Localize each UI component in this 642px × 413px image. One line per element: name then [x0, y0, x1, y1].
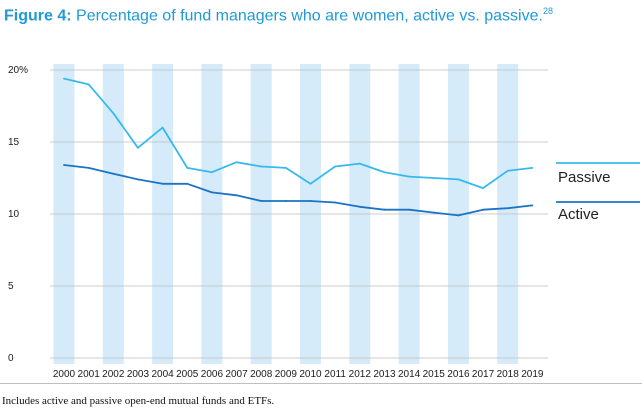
legend-label-active: Active — [558, 206, 599, 223]
title-text: Percentage of fund managers who are wome… — [76, 7, 543, 25]
x-tick-label: 2008 — [250, 369, 273, 380]
data-point — [457, 178, 460, 181]
data-point — [408, 208, 410, 211]
data-point — [432, 211, 435, 214]
data-point — [506, 207, 509, 210]
divider — [0, 383, 642, 384]
data-point — [383, 171, 386, 174]
data-point — [87, 167, 90, 169]
data-point — [186, 182, 189, 185]
data-point — [334, 201, 337, 204]
series-active — [63, 164, 534, 217]
x-tick-label: 2011 — [324, 369, 346, 380]
data-point — [482, 208, 484, 211]
x-tick-label: 2001 — [78, 369, 101, 380]
x-tick-label: 2002 — [102, 369, 125, 380]
series-line-passive — [63, 77, 533, 190]
data-point — [284, 167, 287, 169]
series-line-active — [63, 164, 533, 217]
data-point — [260, 165, 263, 168]
data-point — [211, 171, 213, 174]
x-tick-label: 2009 — [275, 369, 298, 380]
x-tick-label: 2007 — [225, 369, 248, 380]
data-point — [482, 187, 484, 189]
chart-title: Figure 4: Percentage of fund managers wh… — [4, 6, 553, 25]
x-axis: 2000 2001 2002 2003 2004 2005 2006 2007 2008 2009… — [53, 369, 544, 380]
data-point — [235, 161, 238, 164]
series-passive — [63, 77, 534, 190]
data-point — [309, 200, 312, 202]
data-point — [383, 208, 386, 211]
y-tick-label: 5 — [8, 281, 14, 292]
data-point — [235, 194, 238, 197]
data-point — [112, 112, 115, 115]
data-point — [87, 83, 90, 86]
data-point — [408, 175, 410, 178]
y-tick-label: 15 — [8, 137, 20, 148]
data-point — [63, 164, 65, 166]
data-point — [161, 182, 164, 185]
data-point — [63, 77, 65, 80]
x-tick-label: 2010 — [299, 369, 322, 380]
data-point — [457, 214, 460, 217]
x-tick-label: 2004 — [151, 369, 174, 380]
data-point — [284, 200, 287, 202]
footnote: Includes active and passive open-end mut… — [2, 395, 275, 407]
data-point — [137, 146, 139, 149]
x-tick-label: 2017 — [472, 369, 495, 380]
data-point — [137, 178, 139, 181]
footnote-reference: 28 — [542, 6, 553, 16]
data-point — [211, 191, 213, 194]
x-tick-label: 2006 — [201, 369, 224, 380]
x-tick-label: 2003 — [127, 369, 150, 380]
x-tick-label: 2005 — [176, 369, 199, 380]
data-point — [334, 165, 337, 168]
x-tick-label: 2012 — [349, 369, 372, 380]
figure-number: Figure 4: — [4, 7, 72, 25]
legend-label-passive: Passive — [558, 169, 611, 186]
x-tick-label: 2019 — [521, 369, 544, 380]
gridlines — [50, 69, 548, 359]
y-tick-label: 0 — [8, 353, 14, 364]
data-point — [112, 172, 115, 175]
data-point — [506, 169, 509, 172]
legend: Passive Active — [556, 162, 640, 223]
data-point — [260, 200, 263, 202]
y-tick-label: 10 — [8, 209, 20, 220]
x-tick-label: 2018 — [497, 369, 520, 380]
data-point — [531, 167, 534, 169]
x-tick-label: 2014 — [398, 369, 421, 380]
x-tick-label: 2016 — [447, 369, 470, 380]
x-tick-label: 2015 — [423, 369, 446, 380]
data-point — [161, 126, 164, 129]
x-tick-label: 2013 — [373, 369, 396, 380]
y-axis: 0 5 10 15 20% — [8, 65, 28, 364]
y-tick-label: 20% — [8, 65, 28, 76]
x-tick-label: 2000 — [53, 369, 76, 380]
data-point — [358, 205, 361, 208]
data-point — [531, 204, 534, 207]
data-point — [186, 167, 189, 169]
data-point — [432, 177, 435, 179]
data-point — [358, 162, 361, 165]
data-point — [309, 182, 312, 185]
